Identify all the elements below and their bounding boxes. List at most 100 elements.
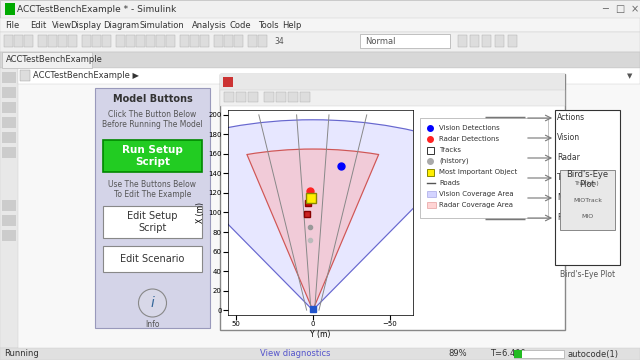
Text: Roads: Roads <box>439 180 460 186</box>
Text: Most Important Object: Most Important Object <box>439 169 517 175</box>
Text: MIOTrack: MIOTrack <box>573 198 602 202</box>
Bar <box>427 191 436 197</box>
Text: Edit Scenario: Edit Scenario <box>120 254 185 264</box>
Bar <box>458 35 467 47</box>
Bar <box>92 35 101 47</box>
Bar <box>2 102 16 113</box>
Text: View: View <box>52 21 72 30</box>
Bar <box>0 68 640 348</box>
Text: 89%: 89% <box>448 350 467 359</box>
Bar <box>514 350 522 358</box>
Text: Bird's-Eye Plot: Bird's-Eye Plot <box>560 270 615 279</box>
Bar <box>68 35 77 47</box>
Bar <box>136 35 145 47</box>
Text: Tools: Tools <box>258 21 278 30</box>
Bar <box>420 118 548 218</box>
Text: Display: Display <box>70 21 101 30</box>
Text: Roads: Roads <box>557 213 580 222</box>
Bar <box>224 92 234 102</box>
Bar <box>103 246 202 272</box>
Bar <box>220 74 565 90</box>
Bar <box>2 87 16 98</box>
Text: Vision Coverage Area: Vision Coverage Area <box>439 191 514 197</box>
Bar <box>103 206 202 238</box>
Text: Radar: Radar <box>557 153 580 162</box>
Text: ─: ─ <box>602 4 608 14</box>
Bar <box>2 117 16 128</box>
Text: Bird's-Eye
Plot: Bird's-Eye Plot <box>566 170 609 189</box>
Text: Edit: Edit <box>30 21 46 30</box>
Bar <box>214 35 223 47</box>
Bar <box>560 170 615 230</box>
Bar <box>220 74 565 330</box>
Text: Run Setup
Script: Run Setup Script <box>122 145 183 167</box>
Text: Actions: Actions <box>557 113 585 122</box>
Text: Use The Buttons Below
To Edit The Example: Use The Buttons Below To Edit The Exampl… <box>109 180 196 199</box>
Text: Figure 2: ACCTestBenchExample/Bird's-Eye Plot: Figure 2: ACCTestBenchExample/Bird's-Eye… <box>236 77 436 86</box>
Bar <box>0 32 640 52</box>
Bar <box>0 0 640 18</box>
Bar <box>555 110 620 265</box>
Polygon shape <box>247 149 379 310</box>
Bar <box>228 110 413 315</box>
Bar <box>360 34 450 48</box>
Text: (history): (history) <box>439 158 468 164</box>
Bar <box>0 68 18 348</box>
Text: MIO: MIO <box>557 194 572 202</box>
Circle shape <box>138 289 166 317</box>
Text: Analysis: Analysis <box>192 21 227 30</box>
Polygon shape <box>154 120 472 310</box>
Bar <box>2 200 16 211</box>
Bar <box>190 35 199 47</box>
Text: Track(s): Track(s) <box>575 181 600 186</box>
Bar <box>102 35 111 47</box>
Bar <box>0 18 640 32</box>
Bar <box>2 215 16 226</box>
Bar <box>146 35 155 47</box>
Bar <box>5 3 15 15</box>
Bar <box>200 35 209 47</box>
Bar <box>24 35 33 47</box>
Y-axis label: X (m): X (m) <box>196 202 205 223</box>
Text: Simulation: Simulation <box>140 21 185 30</box>
Bar <box>38 35 47 47</box>
Text: MIO: MIO <box>581 214 594 219</box>
Text: T=6.400: T=6.400 <box>490 350 525 359</box>
Text: ACCTestBenchExample ▶: ACCTestBenchExample ▶ <box>33 72 139 81</box>
Text: Edit Setup
Script: Edit Setup Script <box>127 211 178 233</box>
Text: View diagnostics: View diagnostics <box>260 350 330 359</box>
Bar <box>103 140 202 172</box>
X-axis label: Y (m): Y (m) <box>310 330 331 339</box>
Bar <box>20 70 30 81</box>
Bar <box>508 35 517 47</box>
Text: Radar Detections: Radar Detections <box>439 136 499 142</box>
Bar <box>224 35 233 47</box>
Bar <box>116 35 125 47</box>
Bar <box>258 35 267 47</box>
Bar <box>234 35 243 47</box>
Text: Vision Detections: Vision Detections <box>439 125 500 131</box>
Bar <box>514 350 564 358</box>
Bar <box>58 35 67 47</box>
Text: Info: Info <box>145 320 160 329</box>
Bar <box>2 72 16 83</box>
Text: ×: × <box>631 4 639 14</box>
Bar <box>495 35 504 47</box>
Text: ×: × <box>540 77 547 86</box>
Bar <box>482 35 491 47</box>
Text: File: File <box>5 21 19 30</box>
Bar <box>427 202 436 208</box>
Text: ACCTestBenchExample * - Simulink: ACCTestBenchExample * - Simulink <box>17 4 176 13</box>
Text: Model Buttons: Model Buttons <box>113 94 193 104</box>
Bar <box>288 92 298 102</box>
Text: autocode(1): autocode(1) <box>568 350 619 359</box>
Text: 34: 34 <box>274 36 284 45</box>
Text: Tracks: Tracks <box>557 174 581 183</box>
Bar <box>14 35 23 47</box>
Bar <box>248 92 258 102</box>
Text: Normal: Normal <box>365 36 396 45</box>
Bar <box>427 147 434 154</box>
Bar <box>166 35 175 47</box>
Text: Radar Coverage Area: Radar Coverage Area <box>439 202 513 208</box>
Text: ▼: ▼ <box>627 73 633 79</box>
